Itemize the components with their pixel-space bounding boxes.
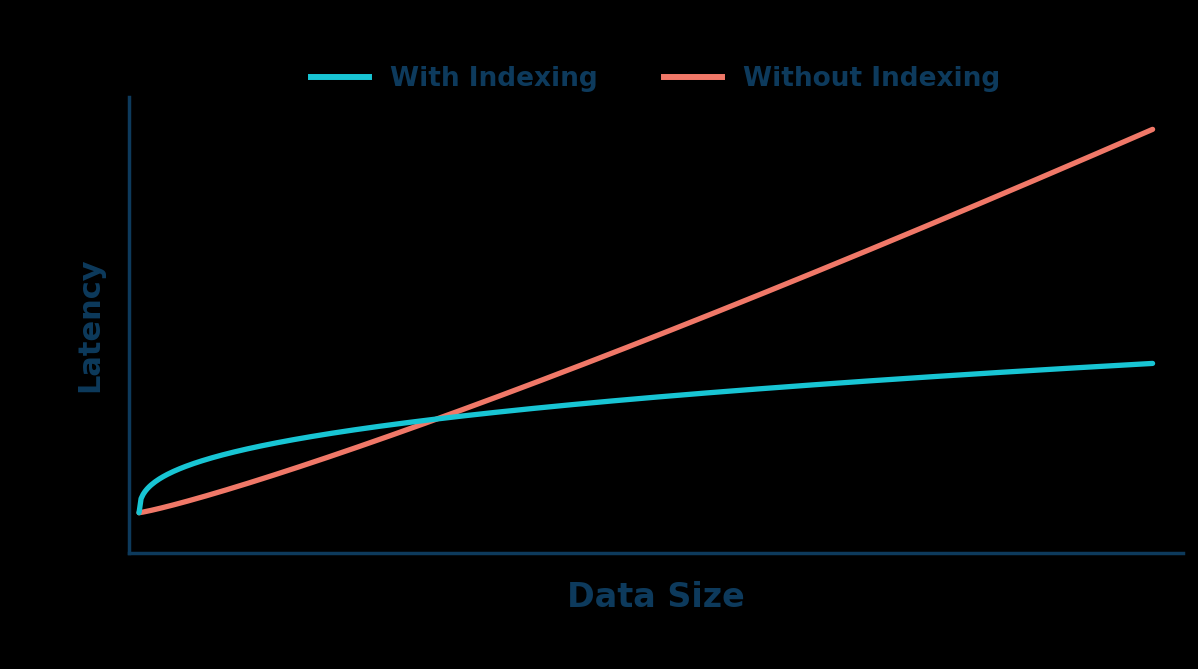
Legend: With Indexing, Without Indexing: With Indexing, Without Indexing	[301, 56, 1011, 102]
X-axis label: Data Size: Data Size	[567, 581, 745, 614]
Y-axis label: Latency: Latency	[75, 258, 104, 393]
